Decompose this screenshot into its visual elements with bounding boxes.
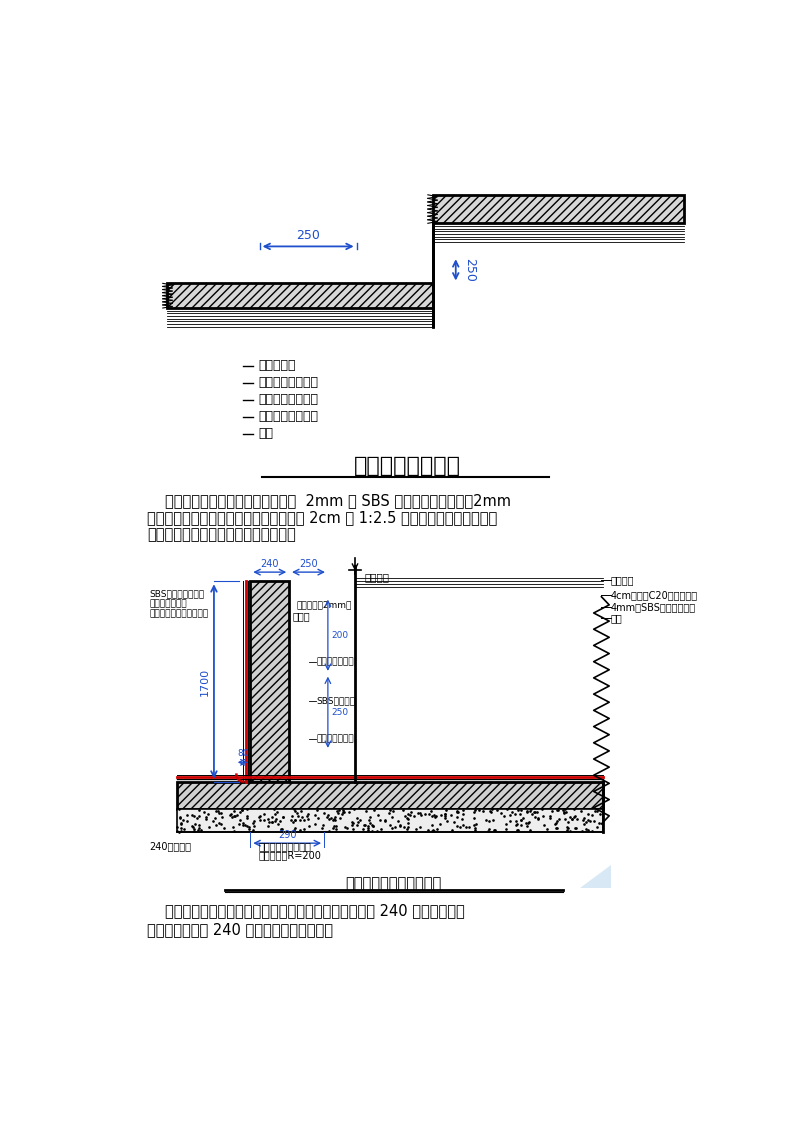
Text: 厚聚氨酯防水涂膜随涂随撒一层豆石，抹 2cm 厚 1:2.5 水泥砂浆保护层。转角部: 厚聚氨酯防水涂膜随涂随撒一层豆石，抹 2cm 厚 1:2.5 水泥砂浆保护层。转… bbox=[148, 510, 498, 524]
Text: 位找平层抹成园角，做加厚层见下图：: 位找平层抹成园角，做加厚层见下图： bbox=[148, 527, 296, 541]
Text: 及附加层在墙角: 及附加层在墙角 bbox=[149, 599, 187, 608]
Text: 水泥砂浆保护层: 水泥砂浆保护层 bbox=[316, 658, 354, 667]
Bar bbox=[177, 809, 603, 832]
Text: 4mm厚SBS橡皮防水卷材: 4mm厚SBS橡皮防水卷材 bbox=[611, 602, 696, 612]
Text: 200: 200 bbox=[331, 631, 348, 640]
Text: 结构上墙: 结构上墙 bbox=[364, 572, 389, 582]
Text: 阴阳角防水附加层: 阴阳角防水附加层 bbox=[258, 410, 318, 423]
Text: 筏基后浇带端部筏基外侧及地下室外墙后浇带外侧，用 240 厚砖墙砌筑作: 筏基后浇带端部筏基外侧及地下室外墙后浇带外侧，用 240 厚砖墙砌筑作 bbox=[165, 903, 464, 919]
Polygon shape bbox=[250, 582, 289, 782]
Text: 下部延伸一定为防水保护: 下部延伸一定为防水保护 bbox=[149, 609, 209, 618]
Text: 转角处附加厚层: 转角处附加厚层 bbox=[316, 734, 354, 743]
Text: 聚氨酯涂膜2mm厚: 聚氨酯涂膜2mm厚 bbox=[297, 601, 353, 610]
Text: 地灰混凝土层，半径: 地灰混凝土层，半径 bbox=[258, 841, 311, 851]
Text: 1700: 1700 bbox=[200, 667, 210, 695]
Text: 240厚砖胎模: 240厚砖胎模 bbox=[149, 841, 191, 851]
Text: 底板及外墙防水作法详图: 底板及外墙防水作法详图 bbox=[345, 876, 442, 892]
Text: 250: 250 bbox=[299, 559, 318, 569]
Polygon shape bbox=[168, 283, 433, 308]
Text: 250: 250 bbox=[296, 229, 320, 241]
Text: 第一层卷材防水层: 第一层卷材防水层 bbox=[258, 393, 318, 407]
Polygon shape bbox=[580, 865, 611, 888]
Polygon shape bbox=[177, 782, 603, 809]
Text: 240: 240 bbox=[260, 559, 279, 569]
Text: SBS橡皮卷材防水层: SBS橡皮卷材防水层 bbox=[149, 590, 205, 599]
Text: 垫层: 垫层 bbox=[258, 427, 273, 440]
Polygon shape bbox=[433, 194, 684, 223]
Text: 80: 80 bbox=[237, 749, 249, 758]
Text: 290: 290 bbox=[278, 830, 296, 840]
Text: 防水保护层: 防水保护层 bbox=[258, 359, 295, 372]
Text: 第二层卷材防水层: 第二层卷材防水层 bbox=[258, 376, 318, 390]
Text: 高低跨处防水做法: 高低跨处防水做法 bbox=[353, 456, 461, 476]
Text: 垫层: 垫层 bbox=[611, 613, 622, 623]
Text: 结构底板: 结构底板 bbox=[611, 575, 634, 585]
Text: 250: 250 bbox=[463, 258, 476, 282]
Text: 未为弧切，R=200: 未为弧切，R=200 bbox=[258, 850, 321, 860]
Text: 筏基外侧砖胎模部位防水层做法为  2mm 厚 SBS 橡胶防水卷材一道，2mm: 筏基外侧砖胎模部位防水层做法为 2mm 厚 SBS 橡胶防水卷材一道，2mm bbox=[165, 493, 511, 508]
Text: 4cm厚石子C20细石保护层: 4cm厚石子C20细石保护层 bbox=[611, 591, 698, 600]
Text: SBS橡皮卷材: SBS橡皮卷材 bbox=[316, 696, 355, 705]
Text: 保护层，外侧用 240 厚砖墙与砖胎模相连。: 保护层，外侧用 240 厚砖墙与砖胎模相连。 bbox=[148, 922, 333, 937]
Text: 金土层: 金土层 bbox=[293, 611, 310, 621]
Text: 250: 250 bbox=[331, 707, 348, 716]
